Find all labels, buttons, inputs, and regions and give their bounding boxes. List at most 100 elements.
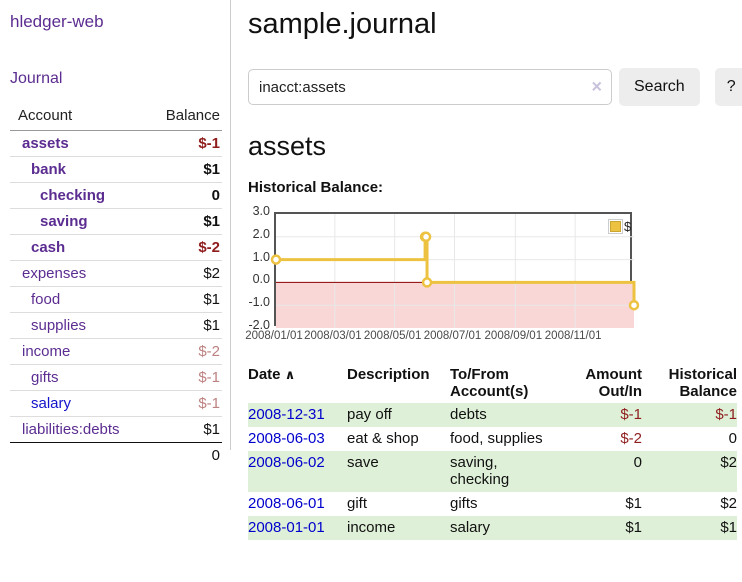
transaction-accounts: salary [450, 519, 491, 536]
transaction-balance: 0 [728, 430, 737, 447]
account-balance: $-1 [150, 130, 222, 157]
transaction-date-link[interactable]: 2008-12-31 [248, 406, 325, 423]
account-balance: $-1 [150, 364, 222, 391]
register-table: Date ∧ Description To/From Account(s) Am… [248, 364, 737, 540]
transaction-amount: $-2 [620, 430, 642, 447]
register-row: 2008-06-02 save saving, checking 0 $2 [248, 451, 737, 492]
account-row: liabilities:debts $1 [10, 416, 222, 443]
transaction-amount: $1 [625, 519, 642, 536]
register-row: 2008-06-03 eat & shop food, supplies $-2 0 [248, 427, 737, 451]
search-button[interactable]: Search [619, 68, 700, 106]
account-row: supplies $1 [10, 312, 222, 339]
search-input[interactable] [248, 69, 612, 105]
account-link-food[interactable]: food [31, 291, 61, 308]
register-row: 2008-12-31 pay off debts $-1 $-1 [248, 403, 737, 427]
transaction-amount: 0 [633, 454, 642, 471]
accounts-table: Account Balance assets $-1 bank $1 checking 0… [10, 104, 222, 468]
account-row: checking 0 [10, 182, 222, 209]
accounts-header-account: Account [10, 104, 151, 131]
sidebar-item-journal[interactable]: Journal [10, 70, 63, 87]
y-axis-tick: 0.0 [252, 272, 270, 287]
search-box: × [248, 69, 612, 105]
account-balance: $1 [150, 156, 222, 183]
register-header-description: Description [347, 366, 430, 383]
register-header-balance: Historical Balance [668, 366, 737, 400]
account-link-bank[interactable]: bank [31, 161, 67, 178]
y-axis-tick: -1.0 [248, 295, 270, 310]
transaction-balance: $1 [720, 519, 737, 536]
account-row: salary $-1 [10, 390, 222, 417]
account-balance: $1 [150, 416, 222, 443]
account-link-saving[interactable]: saving [40, 213, 88, 230]
transaction-description: income [347, 519, 396, 536]
account-balance: $1 [150, 312, 222, 339]
account-balance: $1 [150, 208, 222, 235]
account-link-gifts[interactable]: gifts [31, 369, 59, 386]
transaction-date-link[interactable]: 2008-06-03 [248, 430, 325, 447]
account-link-income[interactable]: income [22, 343, 71, 360]
account-balance: $1 [150, 286, 222, 313]
transaction-accounts: food, supplies [450, 430, 543, 447]
legend-label: $ [624, 219, 632, 234]
account-link-salary[interactable]: salary [31, 395, 72, 412]
sidebar: hledger-web Journal Account Balance asse… [0, 0, 231, 468]
account-balance: $2 [150, 260, 222, 287]
account-link-assets[interactable]: assets [22, 135, 69, 152]
register-row: 2008-06-01 gift gifts $1 $2 [248, 492, 737, 516]
chart-legend: $ [608, 219, 631, 234]
account-row: food $1 [10, 286, 222, 313]
transaction-description: eat & shop [347, 430, 419, 447]
transaction-date-link[interactable]: 2008-06-01 [248, 495, 325, 512]
transaction-amount: $-1 [620, 406, 642, 423]
y-axis-tick: 2.0 [252, 226, 270, 241]
account-link-checking[interactable]: checking [40, 187, 106, 204]
accounts-header-balance: Balance [150, 104, 222, 131]
transaction-amount: $1 [625, 495, 642, 512]
account-row: cash $-2 [10, 234, 222, 261]
x-axis-tick: 2008/05/01 [363, 330, 422, 342]
y-axis-tick: -2.0 [248, 318, 270, 332]
account-link-supplies[interactable]: supplies [31, 317, 87, 334]
account-link-expenses[interactable]: expenses [22, 265, 87, 282]
account-row: assets $-1 [10, 130, 222, 157]
historical-balance-chart: $ 3.0 2.0 1.0 0.0 -1.0 -2.0 2008/01/01 2008/03/… [245, 204, 648, 348]
y-axis-tick: 3.0 [252, 204, 270, 218]
account-row: bank $1 [10, 156, 222, 183]
account-row: gifts $-1 [10, 364, 222, 391]
y-axis-tick: 1.0 [252, 249, 270, 264]
account-link-cash[interactable]: cash [31, 239, 66, 256]
account-balance: 0 [150, 182, 222, 209]
transaction-balance: $-1 [715, 406, 737, 423]
x-axis-tick: 2008/07/01 [423, 330, 482, 342]
transaction-accounts: gifts [450, 495, 478, 512]
x-axis-tick: 2008/03/01 [304, 330, 362, 342]
account-balance: $-2 [150, 338, 222, 365]
chart-plot-area [270, 212, 640, 328]
account-link-liabilities-debts[interactable]: liabilities:debts [22, 421, 120, 438]
clear-search-icon[interactable]: × [591, 76, 602, 97]
transaction-description: pay off [347, 406, 392, 423]
transaction-balance: $2 [720, 454, 737, 471]
transaction-description: gift [347, 495, 368, 512]
main-panel: sample.journal × Search ? assets Histori… [231, 0, 742, 540]
app-title-link[interactable]: hledger-web [10, 12, 104, 31]
page-title: sample.journal [248, 8, 437, 40]
search-row: × Search ? [248, 68, 742, 106]
register-header-amount: Amount Out/In [585, 366, 642, 400]
accounts-total-value: 0 [150, 442, 222, 468]
chart-heading: Historical Balance: [248, 179, 384, 196]
account-row: saving $1 [10, 208, 222, 235]
app-layout: hledger-web Journal Account Balance asse… [0, 0, 742, 540]
transaction-accounts: saving, checking [450, 454, 510, 488]
x-axis-tick: 2008/11/01 [544, 330, 602, 342]
sort-asc-icon: ∧ [284, 367, 296, 382]
help-button[interactable]: ? [714, 68, 742, 106]
transaction-date-link[interactable]: 2008-01-01 [248, 519, 325, 536]
account-row: expenses $2 [10, 260, 222, 287]
transaction-date-link[interactable]: 2008-06-02 [248, 454, 325, 471]
register-body: 2008-12-31 pay off debts $-1 $-1 2008-06-03 ea… [248, 403, 737, 540]
accounts-body: assets $-1 bank $1 checking 0 saving $1 cash $-2 e… [10, 130, 222, 443]
accounts-total-row: 0 [10, 442, 222, 468]
register-header-date[interactable]: Date ∧ [248, 366, 296, 383]
transaction-accounts: debts [450, 406, 487, 423]
